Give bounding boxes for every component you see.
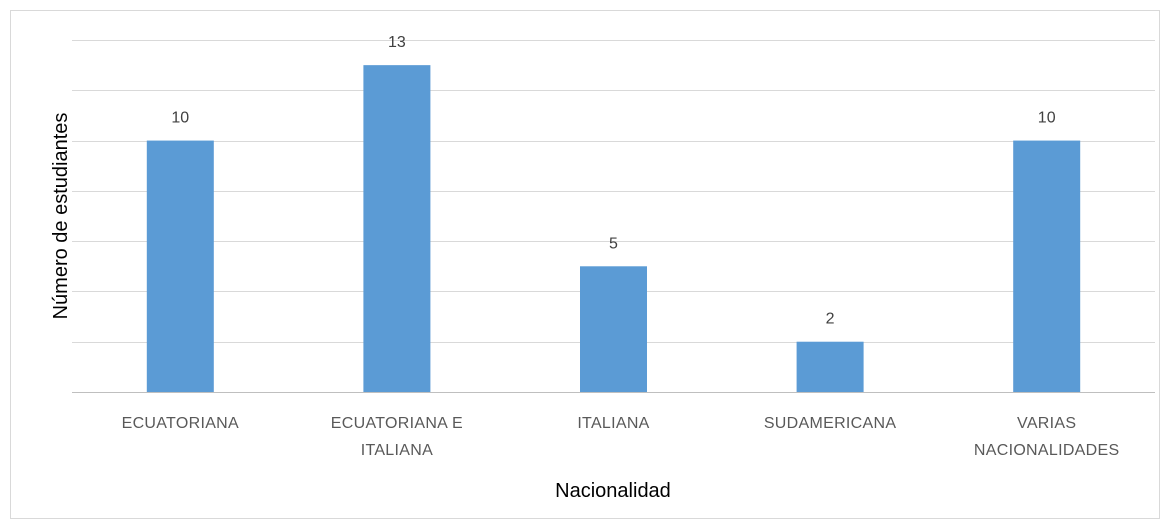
x-tick-label: ECUATORIANA (121, 415, 239, 432)
x-tick-label: ECUATORIANA E ITALIANA (330, 415, 463, 459)
data-label: 2 (826, 311, 835, 328)
bar (363, 65, 431, 393)
x-tick-label: VARIAS NACIONALIDADES (973, 415, 1120, 459)
x-axis-title: Nacionalidad (555, 480, 671, 502)
x-tick-label: ITALIANA (577, 415, 650, 432)
data-label: 5 (609, 235, 618, 252)
data-label: 10 (171, 110, 189, 127)
data-label: 10 (1038, 110, 1056, 127)
bar (146, 140, 214, 392)
bar (580, 266, 647, 392)
y-axis-title: Número de estudiantes (50, 113, 72, 320)
bar (1013, 140, 1081, 392)
bar (796, 341, 864, 392)
data-label: 13 (388, 34, 406, 51)
x-tick-label: SUDAMERICANA (763, 415, 897, 432)
